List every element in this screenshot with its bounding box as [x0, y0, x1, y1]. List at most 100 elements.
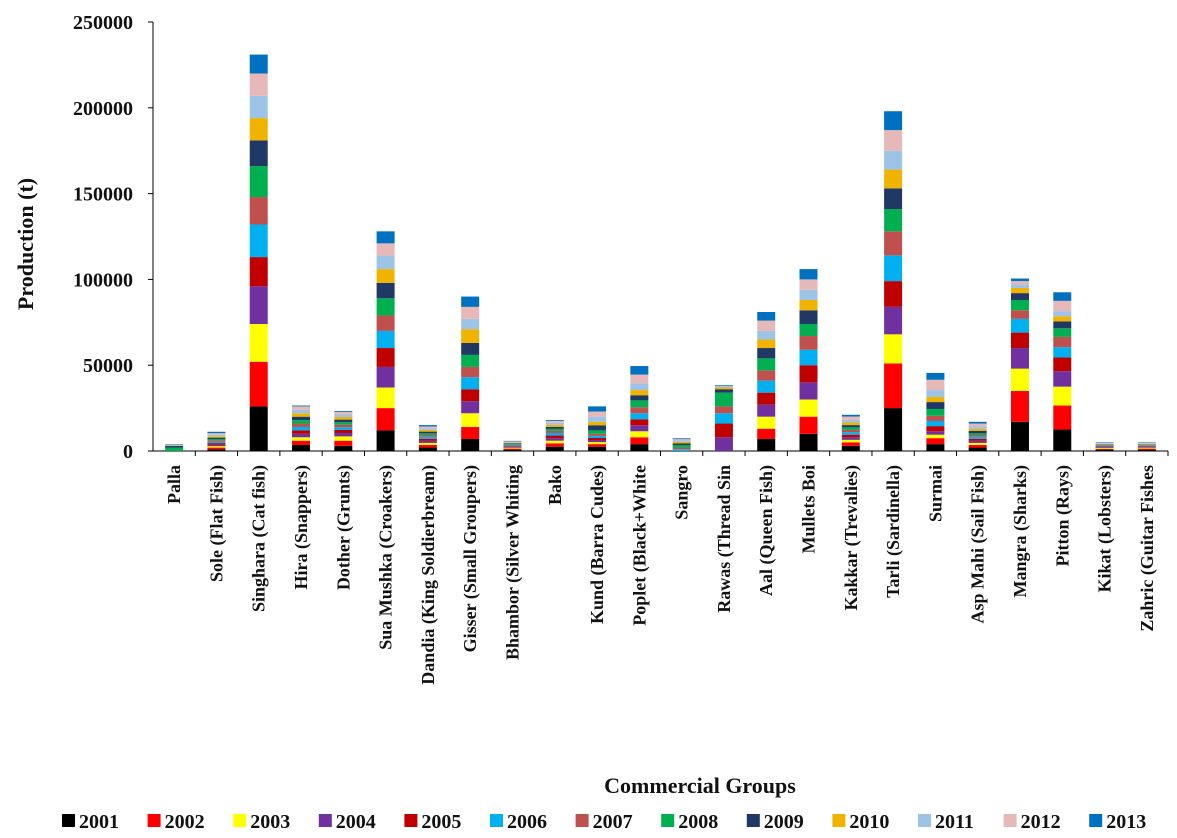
bar-segment [503, 446, 522, 448]
bar-segment [630, 395, 649, 401]
bar-segment [1010, 348, 1029, 369]
bar-segment [630, 444, 649, 451]
bar-segment [799, 336, 818, 350]
bar-segment [461, 377, 480, 390]
bar-segment [165, 445, 184, 446]
legend-label: 2011 [935, 811, 974, 833]
bar-segment [334, 427, 353, 430]
bar-segment [926, 408, 945, 416]
bar-segment [714, 387, 733, 390]
bar-segment [545, 435, 564, 439]
bar-segment [292, 413, 311, 417]
bar-segment [334, 429, 353, 433]
bar-segment [1137, 443, 1156, 444]
bar-segment [1053, 347, 1072, 358]
bar-segment [334, 422, 353, 425]
bar-segment [714, 386, 733, 387]
bar-segment [249, 257, 268, 287]
bar-segment [799, 299, 818, 311]
bar-segment [926, 426, 945, 432]
y-tick-label: 0 [123, 441, 133, 463]
bar-segment [418, 435, 437, 437]
bar-segment [503, 447, 522, 449]
bar-segment [503, 444, 522, 445]
bar-segment [926, 434, 945, 439]
bar-segment [376, 315, 395, 331]
bar-segment [545, 420, 564, 421]
bar-segment [376, 387, 395, 409]
bar-segment [841, 434, 860, 438]
bar-segment [1095, 444, 1114, 445]
bar-segment [545, 428, 564, 431]
bar-segment [630, 383, 649, 391]
bar-segment [1053, 316, 1072, 322]
y-tick-labels: 0 50000 100000 150000 200000 250000 [73, 12, 153, 463]
bar-segment [884, 306, 903, 335]
legend-label: 2013 [1106, 811, 1146, 833]
bar-segment [968, 430, 987, 434]
bar-segment [714, 423, 733, 438]
bar-segment [926, 431, 945, 435]
bar-segment [1095, 442, 1114, 443]
bar-segment [1095, 448, 1114, 450]
bar-segment [503, 441, 522, 443]
bar-segment [757, 370, 776, 381]
category-label: Pitton (Rays) [1052, 465, 1073, 567]
legend: 2001 2002 2003 2004 2005 2006 2007 2008 2009 2010… [62, 811, 1146, 833]
bar-segment [418, 436, 437, 439]
bar-segment [588, 430, 607, 434]
bar-segment [461, 366, 480, 378]
bar-segment [503, 449, 522, 451]
bar-segment [545, 446, 564, 451]
bar-segment [588, 437, 607, 441]
bar-segment [757, 330, 776, 340]
bar-segment [249, 140, 268, 167]
bar-segment [757, 428, 776, 439]
bar-segment [418, 438, 437, 441]
bar-segment [503, 440, 522, 442]
bar-segment [714, 385, 733, 387]
bar-segment [334, 424, 353, 428]
bar-segment [841, 422, 860, 426]
bar-segment [334, 414, 353, 418]
bars [165, 54, 1169, 456]
bar-segment [1053, 386, 1072, 406]
category-label: Sangro [672, 465, 692, 520]
bar-segment [1010, 318, 1029, 333]
legend-swatch [575, 814, 589, 827]
bar-segment [714, 406, 733, 414]
bar-segment [292, 440, 311, 445]
bar-segment [334, 440, 353, 446]
bar-segment [165, 447, 184, 451]
bar-segment [1137, 449, 1156, 451]
bar-segment [334, 445, 353, 451]
bar-segment [968, 428, 987, 431]
bar-segment [757, 339, 776, 349]
bar-segment [292, 405, 311, 407]
bar-segment [757, 404, 776, 417]
bar-segment [714, 386, 733, 388]
bar-segment [1010, 310, 1029, 319]
category-label: Palla [164, 465, 184, 504]
bar-segment [799, 399, 818, 417]
bar-segment [1095, 447, 1114, 449]
category-label: Bako [545, 465, 565, 505]
legend-label: 2006 [507, 811, 547, 833]
bar-segment [418, 425, 437, 427]
bar-segment [1053, 357, 1072, 372]
bar-segment [1137, 442, 1156, 443]
bar-segment [926, 379, 945, 391]
legend-label: 2008 [678, 811, 718, 833]
bar-segment [799, 349, 818, 366]
bar-segment [376, 298, 395, 316]
bar-segment [1137, 447, 1156, 449]
bar-segment [926, 438, 945, 445]
bar-segment [884, 363, 903, 409]
bar-segment [1010, 293, 1029, 300]
bar-segment [1053, 321, 1072, 329]
bar-segment [672, 440, 691, 442]
bar-segment [461, 401, 480, 414]
bar-segment [165, 444, 184, 445]
bar-segment [503, 445, 522, 447]
